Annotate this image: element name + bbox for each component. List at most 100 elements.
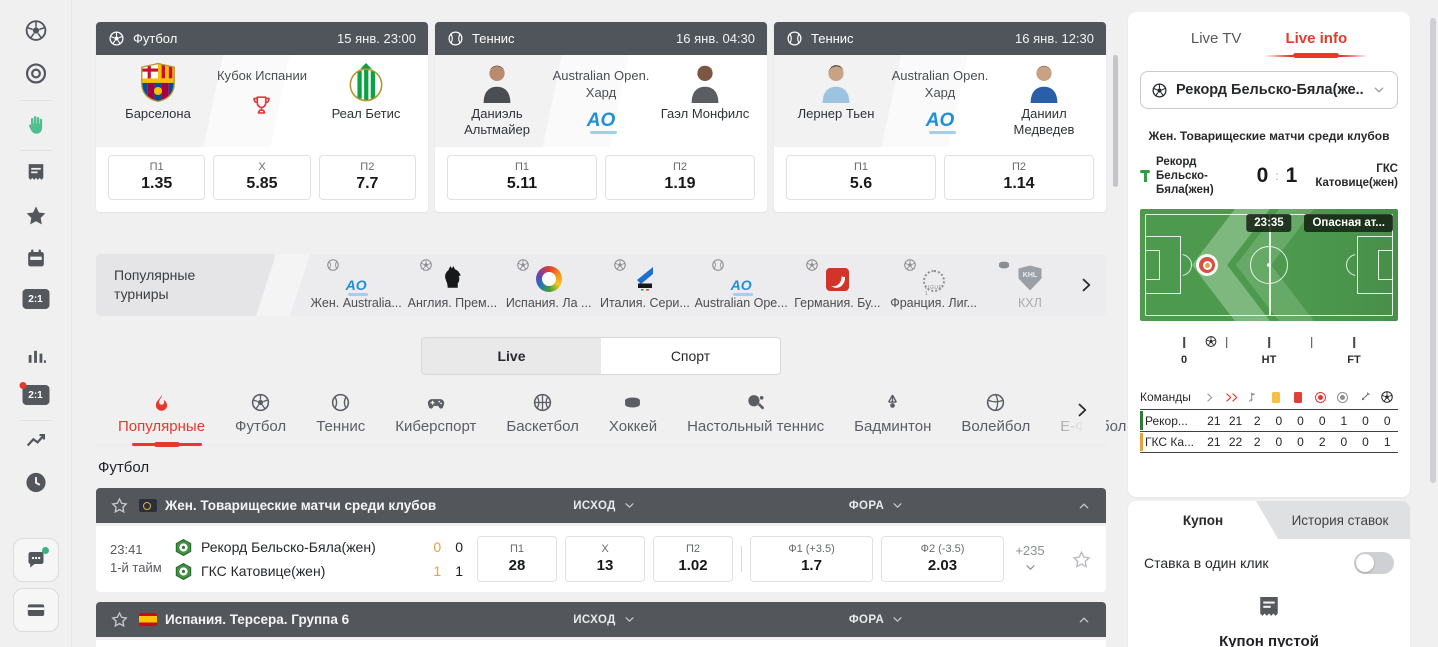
league-header-friendlies[interactable]: Жен. Товарищеские матчи среди клубов ИСХ…: [96, 488, 1106, 523]
timeline-label-ht: НТ: [1261, 354, 1277, 366]
tournament-item-ao-women[interactable]: AO Жен. Australia...: [308, 260, 404, 310]
odds-value: 5.6: [849, 175, 873, 192]
outcome-market-select[interactable]: ИСХОД: [477, 498, 733, 513]
favorite-star-icon[interactable]: [110, 610, 129, 629]
tournament-item-epl[interactable]: Англия. Прем...: [404, 260, 500, 310]
live-results-icon[interactable]: 2:1: [19, 382, 49, 405]
tab-live-tv[interactable]: Live TV: [1191, 30, 1242, 47]
page-scrollbar[interactable]: [1430, 18, 1436, 483]
tab-coupon[interactable]: Купон: [1128, 501, 1278, 539]
league-flag-spain: [139, 613, 157, 626]
favorites-star-icon[interactable]: [23, 203, 48, 228]
tab-live[interactable]: Live: [422, 338, 601, 374]
puck-icon: [622, 392, 643, 413]
odds-button-p2[interactable]: П2 1.14: [944, 155, 1094, 200]
featured-card-tennis-1[interactable]: Теннис 16 янв. 04:30 Даниэль Альтмайер A…: [435, 22, 767, 212]
featured-card-football[interactable]: Футбол 15 янв. 23:00: [96, 22, 428, 212]
tab-bet-history[interactable]: История ставок: [1278, 501, 1410, 539]
one-click-toggle[interactable]: [1354, 552, 1394, 574]
star-outline-icon: [1071, 549, 1092, 570]
favorite-star-icon[interactable]: [110, 496, 129, 515]
match-clock: 23:41: [110, 542, 143, 557]
coupon-receipt-icon[interactable]: [23, 160, 48, 185]
tab-popular[interactable]: Популярные: [118, 392, 205, 435]
fade-overlay: [1036, 392, 1106, 436]
odds-button-p1[interactable]: П1 5.11: [447, 155, 597, 200]
tabs-next-icon[interactable]: [1072, 400, 1092, 420]
trends-icon[interactable]: [23, 428, 48, 453]
tournament-item-ao[interactable]: AO Australian Ope...: [693, 260, 789, 310]
target-icon[interactable]: [23, 61, 48, 86]
home-player-name: Даниэль Альтмайер: [464, 106, 530, 137]
tournament-item-seriea[interactable]: Италия. Сери...: [597, 260, 693, 310]
match-row-partial[interactable]: [96, 640, 1106, 647]
collapse-league-button[interactable]: [1004, 498, 1092, 514]
tab-volleyball[interactable]: Волейбол: [961, 392, 1030, 435]
more-markets-button[interactable]: +235: [1004, 543, 1056, 575]
tab-basketball[interactable]: Баскетбол: [506, 392, 579, 435]
away-team-name: Реал Бетис: [331, 106, 401, 121]
league-header-spain-tercera[interactable]: Испания. Терсера. Группа 6 ИСХОД ФОРА: [96, 602, 1106, 637]
market-label: ФОРА: [848, 499, 885, 512]
australian-open-logo: AO: [586, 110, 617, 134]
support-chat-button[interactable]: [12, 538, 59, 582]
player-photo: [691, 65, 719, 103]
tournaments-list: AO Жен. Australia... Англия. Прем... Исп…: [274, 260, 1106, 310]
outcome-market-select[interactable]: ИСХОД: [477, 612, 733, 627]
handicap-market-select[interactable]: ФОРА: [750, 612, 1004, 627]
odds-button-p1[interactable]: П1 5.6: [786, 155, 936, 200]
tournament-item-laliga[interactable]: Испания. Ла ...: [501, 260, 597, 310]
odds-button-p1[interactable]: П1 28: [477, 536, 557, 582]
tab-live-info[interactable]: Live info: [1264, 30, 1369, 57]
home-player: Даниэль Альтмайер: [449, 61, 545, 147]
tab-tennis[interactable]: Теннис: [316, 392, 365, 435]
responsible-gaming-hand-icon[interactable]: [23, 112, 48, 137]
coupon-card: Купон История ставок Ставка в один клик …: [1128, 501, 1410, 647]
odds-button-x[interactable]: X 13: [565, 536, 645, 582]
tab-label: Баскетбол: [506, 418, 579, 435]
timeline-ball-icon: [1205, 335, 1218, 348]
tab-table-tennis[interactable]: Настольный теннис: [687, 392, 824, 435]
content-scrollbar[interactable]: [1113, 55, 1118, 187]
tournament-item-bundesliga[interactable]: Германия. Бу...: [789, 260, 885, 310]
tab-football[interactable]: Футбол: [235, 392, 286, 435]
title-line2: турниры: [114, 286, 169, 302]
statistics-bars-icon[interactable]: [23, 343, 48, 368]
tab-sport[interactable]: Спорт: [601, 338, 780, 374]
live-away-name: ГКС Катовице(жен): [1315, 163, 1398, 189]
away-player: Даниил Медведев: [996, 61, 1092, 147]
favorite-match-button[interactable]: [1056, 549, 1092, 570]
history-clock-icon[interactable]: [23, 470, 48, 495]
calendar-icon[interactable]: [23, 246, 48, 271]
match-row-rekord-gks[interactable]: 23:41 1-й тайм Рекорд Бельско-Бяла(жен) …: [96, 526, 1106, 592]
yellow-card-icon: [1265, 391, 1287, 403]
featured-datetime: 16 янв. 12:30: [1015, 31, 1094, 46]
teams-column-label: Команды: [1140, 390, 1191, 404]
odds-button-p2[interactable]: П2 1.02: [653, 536, 733, 582]
payments-button[interactable]: [12, 588, 59, 632]
odds-button-p2[interactable]: П2 7.7: [318, 155, 416, 200]
odds-button-f2[interactable]: Ф2 (-3.5) 2.03: [881, 536, 1004, 582]
tournament-item-khl[interactable]: KHL КХЛ: [982, 260, 1078, 310]
collapse-league-button[interactable]: [1004, 612, 1092, 628]
tab-hockey[interactable]: Хоккей: [609, 392, 657, 435]
tab-label: Хоккей: [608, 418, 658, 435]
divider: [733, 546, 750, 572]
odds-button-f1[interactable]: Ф1 (+3.5) 1.7: [750, 536, 873, 582]
handicap-market-select[interactable]: ФОРА: [750, 498, 1004, 513]
football-icon[interactable]: [23, 18, 48, 43]
results-score-icon[interactable]: 2:1: [22, 289, 49, 309]
tournament-item-ligue1[interactable]: Франция. Лиг...: [886, 260, 982, 310]
tab-esports[interactable]: Киберспорт: [395, 392, 476, 435]
tab-badminton[interactable]: Бадминтон: [854, 392, 931, 435]
odds-button-x[interactable]: X 5.85: [213, 155, 311, 200]
carousel-next-icon[interactable]: [1076, 275, 1096, 295]
australian-open-logo: AO: [730, 277, 753, 296]
featured-card-tennis-2[interactable]: Теннис 16 янв. 12:30 Лернер Тьен Austral…: [774, 22, 1106, 212]
odds-button-p2[interactable]: П2 1.19: [605, 155, 755, 200]
title-line1: Популярные: [114, 267, 196, 283]
team-color-bar: [1140, 411, 1143, 430]
odds-button-p1[interactable]: П1 1.35: [108, 155, 206, 200]
match-selector-dropdown[interactable]: Рекорд Бельско-Бяла(же...: [1140, 71, 1398, 109]
